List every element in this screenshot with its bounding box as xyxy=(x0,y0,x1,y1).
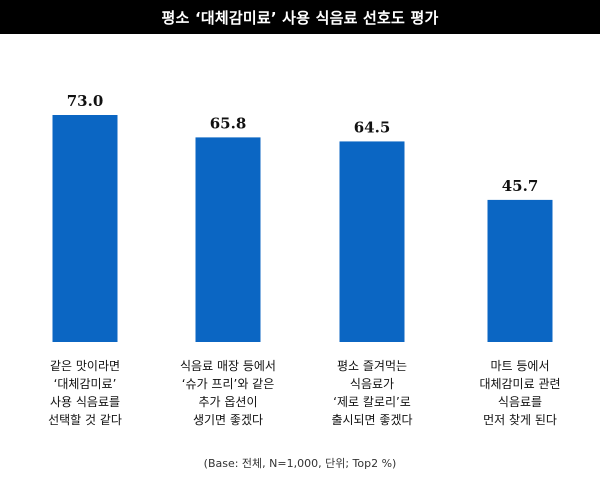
bar-2 xyxy=(195,137,261,342)
bar-3 xyxy=(339,141,405,342)
bar-chart: 73.0 65.8 64.5 45.7 xyxy=(52,92,553,342)
value-label-2: 65.8 xyxy=(210,114,247,132)
bars-group: 73.0 65.8 64.5 45.7 xyxy=(52,92,553,342)
chart-title: 평소 ‘대체감미료’ 사용 식음료 선호도 평가 xyxy=(161,8,439,27)
category-label-4: 마트 등에서 대체감미료 관련 식음료를 먼저 찾게 된다 xyxy=(479,359,561,427)
bar-1 xyxy=(52,115,118,342)
category-label-2: 식음료 매장 등에서 ‘슈가 프리’와 같은 추가 옵션이 생기면 좋겠다 xyxy=(180,359,276,427)
chart-header: 평소 ‘대체감미료’ 사용 식음료 선호도 평가 xyxy=(0,0,600,34)
value-label-3: 64.5 xyxy=(354,118,391,136)
value-label-4: 45.7 xyxy=(502,177,539,195)
value-label-1: 73.0 xyxy=(67,92,104,110)
category-label-1: 같은 맛이라면 ‘대체감미료’ 사용 식음료를 선택할 것 같다 xyxy=(48,359,122,427)
category-label-3: 평소 즐겨먹는 식음료가 ‘제로 칼로리’로 출시되면 좋겠다 xyxy=(331,359,413,427)
footnote: (Base: 전체, N=1,000, 단위; Top2 %) xyxy=(203,457,397,470)
bar-4 xyxy=(487,199,553,342)
